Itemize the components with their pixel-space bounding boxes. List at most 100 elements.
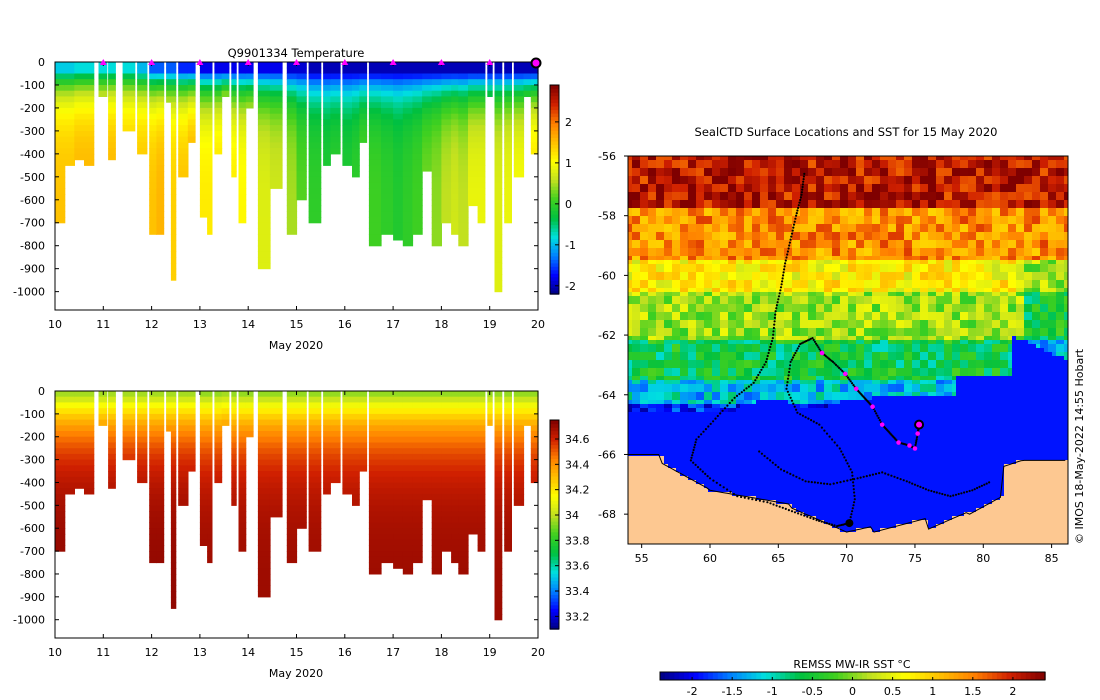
sst-cell (784, 240, 789, 245)
salinity-cell (199, 419, 208, 426)
sst-cell (896, 156, 901, 161)
salinity-cell (178, 396, 189, 403)
sst-cell (940, 176, 945, 181)
temperature-cell (149, 142, 157, 149)
temperature-cell (422, 107, 433, 115)
sst-cell (972, 216, 977, 221)
temperature-cell (308, 62, 322, 69)
temperature-cell (55, 194, 66, 201)
sst-cell (836, 228, 841, 233)
salinity-cell (513, 488, 525, 495)
salinity-cell (257, 493, 271, 501)
sst-cell (1012, 172, 1017, 177)
sst-cell (1024, 160, 1029, 165)
salinity-cell (323, 413, 331, 421)
temperature-cell (207, 102, 213, 109)
sst-cell (884, 168, 889, 173)
temperature-cell (412, 153, 423, 161)
temperature-cell (187, 67, 196, 74)
colorbar-segment (550, 611, 559, 616)
sst-cell (884, 196, 889, 201)
sst-cell (712, 164, 717, 169)
sst-cell (768, 164, 773, 169)
sst-cell (864, 164, 869, 169)
salinity-profile (393, 391, 404, 569)
sst-cell (912, 212, 917, 217)
salinity-cell (187, 396, 196, 403)
sst-cell (1060, 168, 1065, 173)
sst-cell (896, 176, 901, 181)
sst-cell (648, 212, 653, 217)
sst-cell (1028, 168, 1033, 173)
sst-cell (764, 232, 769, 237)
sst-cell (736, 188, 741, 193)
salinity-cell (137, 442, 148, 449)
temperature-cell (207, 176, 213, 184)
sst-cell (648, 168, 653, 173)
temperature-cell (245, 90, 254, 97)
temperature-cell (257, 222, 271, 229)
sst-cell (688, 208, 693, 213)
temperature-cell (308, 113, 322, 120)
temperature-cell (156, 148, 165, 155)
sst-cell (684, 232, 689, 237)
salinity-cell (156, 453, 165, 461)
temperature-cell (74, 119, 85, 126)
sst-cell (800, 216, 805, 221)
sst-cell (972, 192, 977, 197)
temperature-cell (214, 79, 223, 86)
temperature-cell (214, 90, 223, 97)
temperature-cell (368, 234, 382, 241)
sst-cell (768, 220, 773, 225)
sst-cell (816, 216, 821, 221)
sst-cell (972, 204, 977, 209)
sst-cell (756, 192, 761, 197)
salinity-cell (330, 413, 341, 421)
sst-cell (636, 220, 641, 225)
salinity-cell (156, 431, 165, 438)
salinity-cell (296, 419, 307, 426)
sst-cell (704, 212, 709, 217)
colorbar-segment (550, 580, 559, 585)
sst-cell (648, 188, 653, 193)
temperature-cell (149, 217, 157, 224)
salinity-cell (149, 431, 157, 438)
temperature-cell (296, 148, 307, 155)
salinity-cell (199, 493, 208, 501)
sst-cell (836, 240, 841, 245)
sst-cell (652, 200, 657, 205)
sst-cell (736, 196, 741, 201)
sst-cell (768, 232, 773, 237)
salinity-cell (330, 448, 341, 455)
temperature-cell (238, 62, 247, 69)
sst-cell (728, 180, 733, 185)
sst-cell (664, 228, 669, 233)
sst-cell (1040, 156, 1045, 161)
temperature-cell (494, 153, 503, 161)
sst-cell (1000, 208, 1005, 213)
sst-cell (960, 180, 965, 185)
sst-cell (1008, 204, 1013, 209)
sst-cell (884, 180, 889, 185)
salinity-cell (199, 533, 208, 541)
sst-cell (784, 160, 789, 165)
sst-cell (1020, 232, 1025, 237)
sst-cell (760, 184, 765, 189)
sst-cell (680, 156, 685, 161)
salinity-cell (368, 402, 382, 409)
salinity-cell (108, 442, 116, 449)
sst-cell (868, 240, 873, 245)
temperature-cell (504, 165, 512, 172)
sst-cell (756, 180, 761, 185)
sst-cell (864, 188, 869, 193)
salinity-cell (504, 436, 512, 443)
salinity-cell (238, 459, 247, 466)
sst-cell (756, 232, 761, 237)
temperature-cell (504, 119, 512, 126)
sst-cell (844, 188, 849, 193)
temperature-cell (441, 176, 452, 184)
salinity-cell (431, 459, 442, 466)
sst-cell (1028, 180, 1033, 185)
salinity-cell (55, 402, 66, 409)
salinity-cell (368, 568, 382, 575)
